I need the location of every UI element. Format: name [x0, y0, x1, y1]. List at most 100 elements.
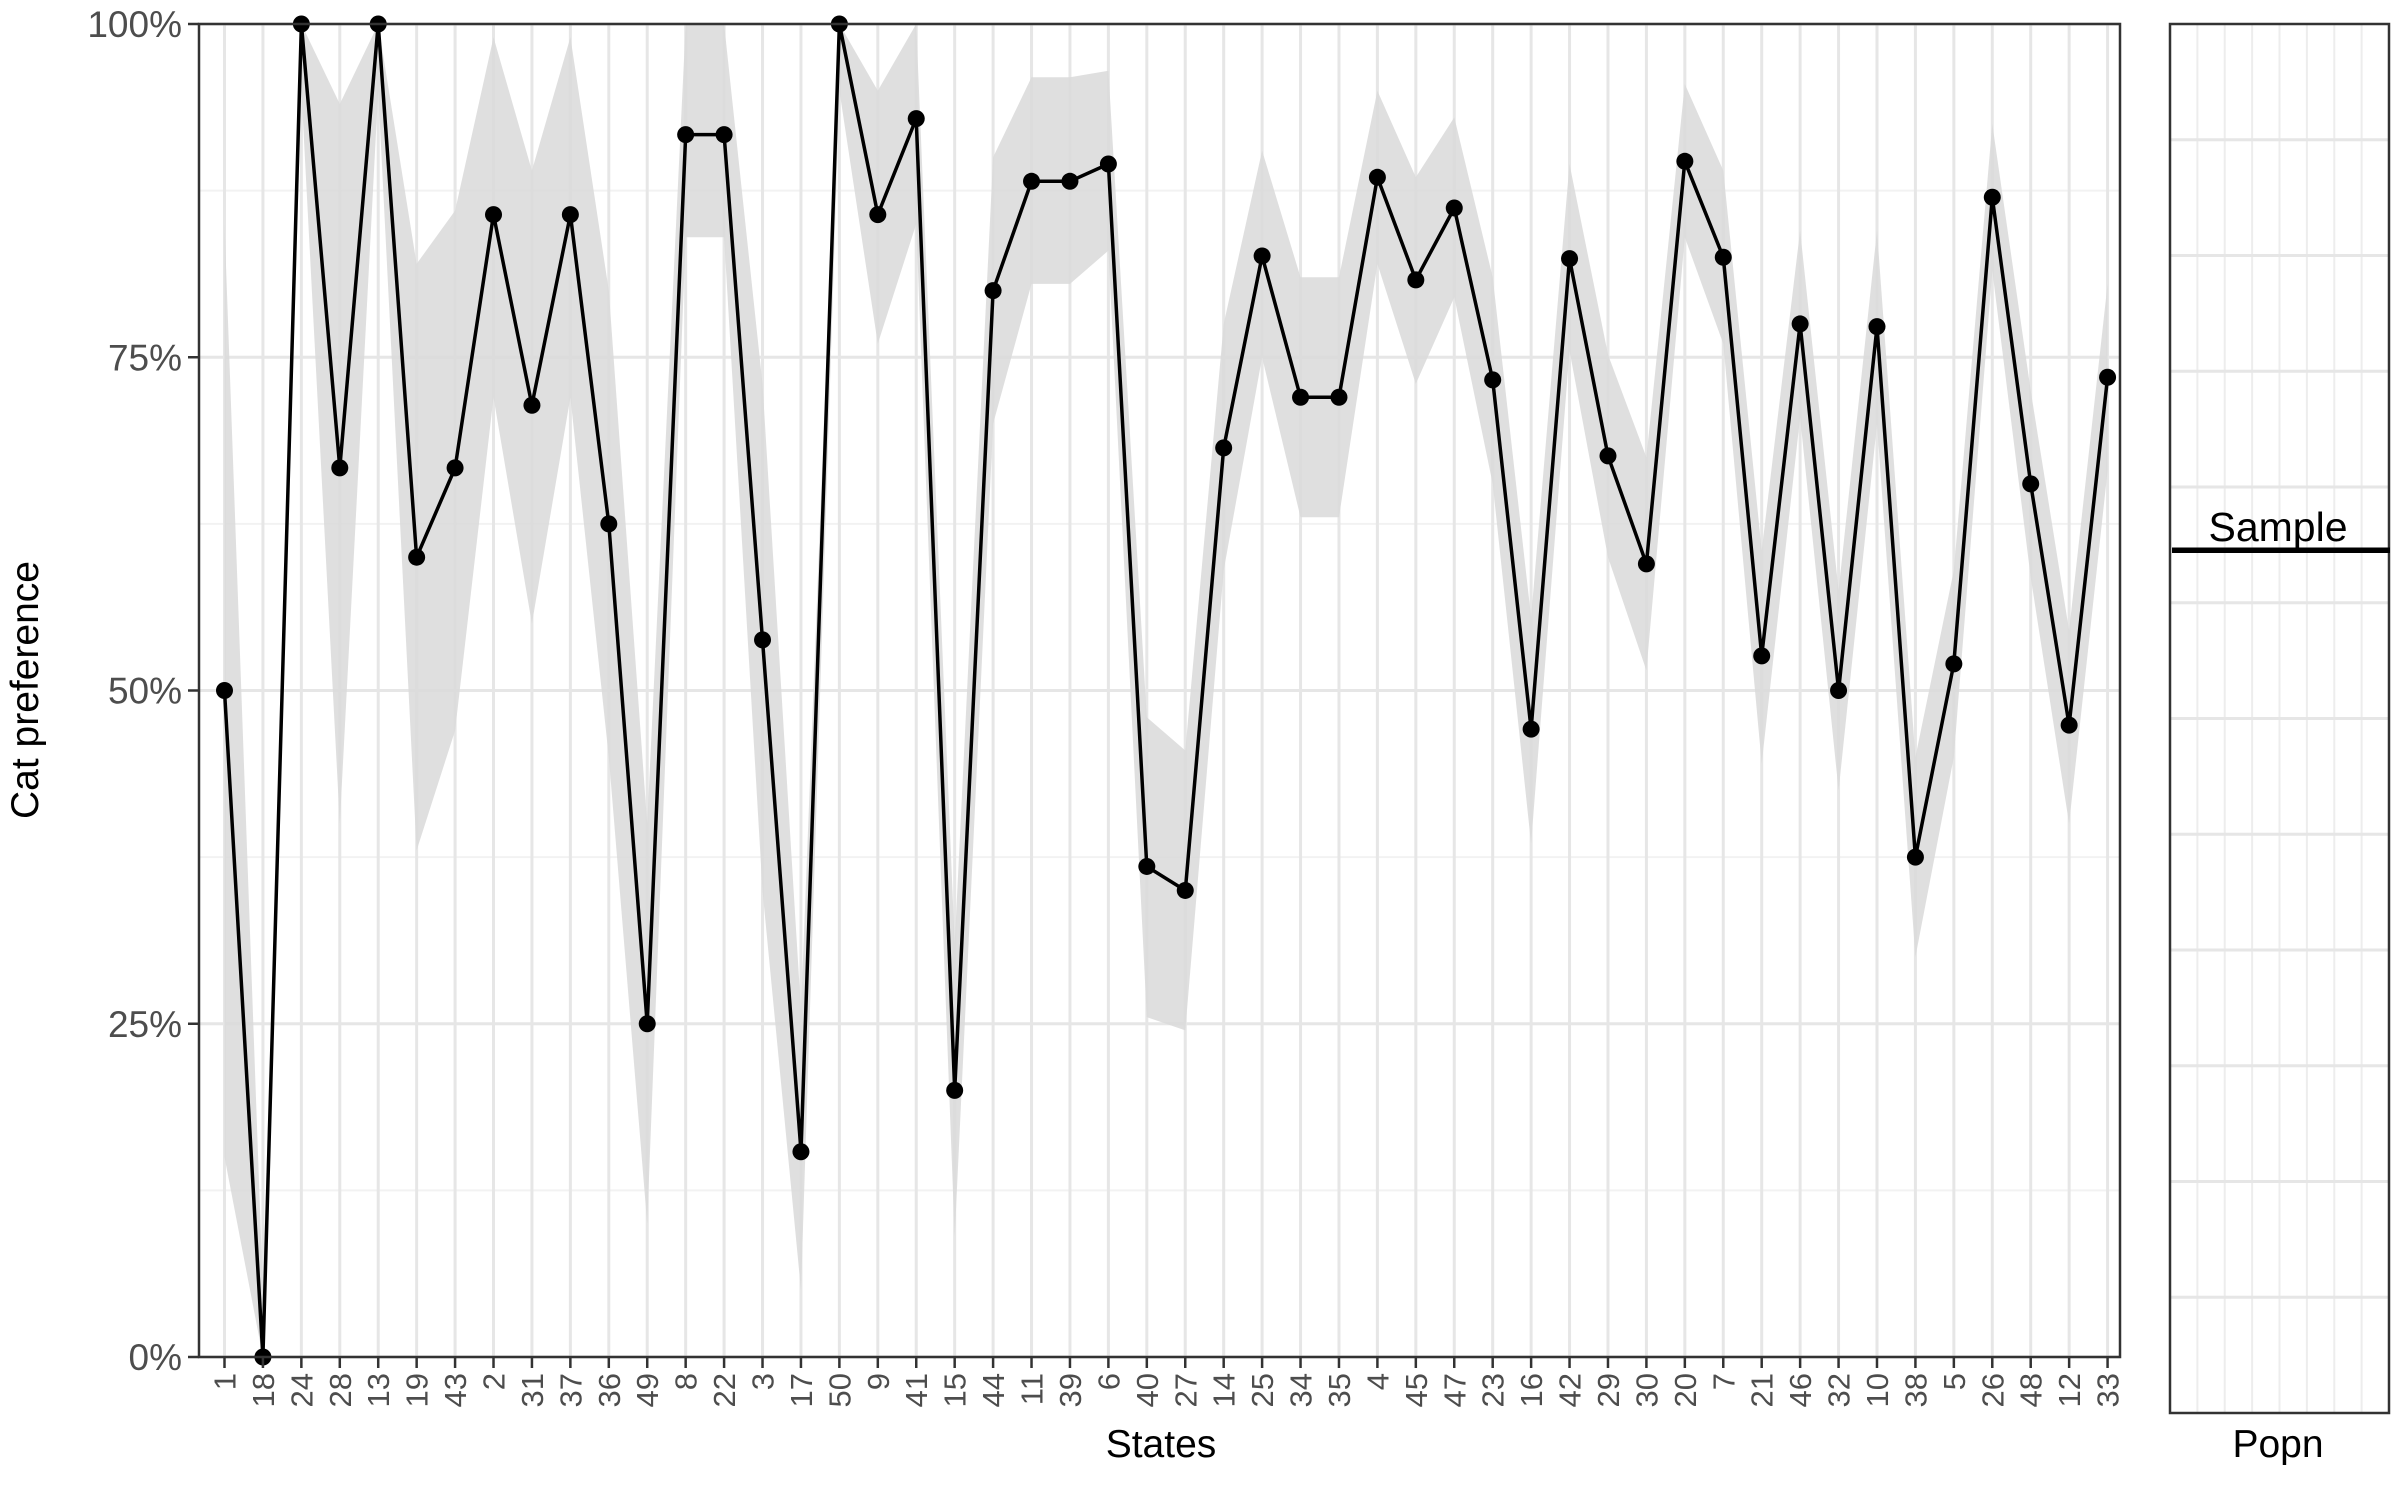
data-point-state-45 — [1407, 271, 1425, 289]
data-point-state-41 — [907, 110, 925, 128]
data-point-state-46 — [1791, 315, 1809, 333]
x-tick-label-state-47: 47 — [1437, 1373, 1472, 1407]
sample-label: Sample — [2208, 504, 2347, 550]
data-point-state-43 — [446, 459, 464, 477]
x-tick-label-state-20: 20 — [1668, 1373, 1703, 1407]
x-tick-label-state-23: 23 — [1476, 1373, 1511, 1407]
x-tick-label-state-17: 17 — [784, 1373, 819, 1407]
data-point-state-40 — [1138, 857, 1156, 875]
data-point-state-12 — [2060, 716, 2078, 734]
data-point-state-44 — [984, 282, 1002, 300]
x-tick-label-state-44: 44 — [976, 1373, 1011, 1407]
main-plot-panel: 0%25%50%75%100%1 18 24 28 13 19 43 2 31 37 36 49 8 22… — [87, 4, 2125, 1407]
data-point-state-35 — [1330, 388, 1348, 406]
data-point-state-10 — [1868, 318, 1886, 336]
x-tick-label-state-37: 37 — [553, 1373, 588, 1407]
x-axis-title: States — [1106, 1423, 1217, 1466]
data-point-state-2 — [485, 206, 503, 224]
data-point-state-42 — [1561, 250, 1579, 268]
x-tick-label-state-16: 16 — [1514, 1373, 1549, 1407]
data-point-state-11 — [1023, 172, 1041, 190]
x-tick-label-state-29: 29 — [1591, 1373, 1626, 1407]
data-point-state-22 — [715, 126, 733, 144]
data-point-state-17 — [792, 1143, 810, 1161]
y-tick-label: 0% — [129, 1337, 182, 1378]
x-tick-label-state-49: 49 — [630, 1373, 665, 1407]
x-tick-label-state-1: 1 — [208, 1373, 243, 1390]
x-tick-label-state-8: 8 — [669, 1373, 704, 1390]
side-panel-x-title: Popn — [2232, 1423, 2323, 1466]
data-point-state-21 — [1753, 647, 1771, 665]
y-tick-label: 100% — [87, 4, 182, 45]
x-tick-label-state-12: 12 — [2052, 1373, 2087, 1407]
data-point-state-48 — [2022, 475, 2040, 493]
x-tick-label-state-43: 43 — [438, 1373, 473, 1407]
data-point-state-25 — [1253, 247, 1271, 265]
data-point-state-28 — [331, 459, 349, 477]
y-tick-label: 50% — [108, 671, 182, 712]
x-tick-label-state-35: 35 — [1322, 1373, 1357, 1407]
x-tick-label-state-4: 4 — [1360, 1373, 1395, 1390]
x-tick-label-state-32: 32 — [1822, 1373, 1857, 1407]
x-tick-label-state-38: 38 — [1898, 1373, 1933, 1407]
data-point-state-19 — [408, 548, 426, 566]
series-line — [222, 22, 2110, 1359]
x-tick-label-state-14: 14 — [1207, 1373, 1242, 1407]
x-tick-label-state-5: 5 — [1937, 1373, 1972, 1390]
x-tick-label-state-48: 48 — [2014, 1373, 2049, 1407]
x-tick-label-state-7: 7 — [1706, 1373, 1741, 1390]
x-tick-label-state-19: 19 — [400, 1373, 435, 1407]
data-point-state-47 — [1445, 199, 1463, 217]
x-tick-label-state-27: 27 — [1168, 1373, 1203, 1407]
data-point-state-38 — [1906, 848, 1924, 866]
x-tick-label-state-50: 50 — [822, 1373, 857, 1407]
x-tick-label-state-28: 28 — [323, 1373, 358, 1407]
x-tick-label-state-34: 34 — [1284, 1373, 1319, 1407]
data-point-state-6 — [1099, 155, 1117, 173]
x-tick-label-state-9: 9 — [861, 1373, 896, 1390]
data-point-state-15 — [946, 1081, 964, 1099]
data-point-state-5 — [1945, 655, 1963, 673]
x-tick-label-state-39: 39 — [1053, 1373, 1088, 1407]
data-point-state-4 — [1368, 168, 1386, 186]
data-point-state-9 — [869, 206, 887, 224]
y-tick-label: 25% — [108, 1004, 182, 1045]
x-tick-label-state-41: 41 — [899, 1373, 934, 1407]
data-point-state-16 — [1522, 720, 1540, 738]
x-tick-label-state-40: 40 — [1130, 1373, 1165, 1407]
data-point-state-49 — [638, 1015, 656, 1033]
x-tick-label-state-18: 18 — [246, 1373, 281, 1407]
x-tick-label-state-13: 13 — [361, 1373, 396, 1407]
x-tick-label-state-30: 30 — [1629, 1373, 1664, 1407]
x-tick-label-state-25: 25 — [1245, 1373, 1280, 1407]
x-tick-label-state-3: 3 — [746, 1373, 781, 1390]
side-panel-border — [2168, 22, 2391, 1415]
data-point-state-32 — [1830, 682, 1848, 699]
data-point-state-29 — [1599, 447, 1617, 465]
data-point-state-3 — [754, 631, 772, 649]
x-tick-label-state-15: 15 — [938, 1373, 973, 1407]
data-point-state-26 — [1983, 188, 2001, 206]
data-point-state-27 — [1176, 881, 1194, 899]
data-point-state-36 — [600, 515, 618, 533]
data-point-state-7 — [1714, 248, 1732, 266]
x-tick-label-state-36: 36 — [592, 1373, 627, 1407]
x-tick-label-state-45: 45 — [1399, 1373, 1434, 1407]
x-tick-label-state-24: 24 — [284, 1373, 319, 1407]
x-tick-label-state-6: 6 — [1091, 1373, 1126, 1390]
data-point-state-37 — [561, 206, 579, 224]
data-point-state-31 — [523, 396, 541, 414]
x-tick-label-state-11: 11 — [1015, 1373, 1050, 1405]
x-tick-label-state-31: 31 — [515, 1373, 550, 1407]
x-tick-label-state-42: 42 — [1553, 1373, 1588, 1407]
data-point-state-30 — [1637, 555, 1655, 573]
data-point-state-23 — [1484, 371, 1502, 389]
x-tick-label-state-2: 2 — [477, 1373, 512, 1390]
y-tick-label: 75% — [108, 337, 182, 378]
data-point-state-1 — [216, 682, 233, 699]
data-point-state-14 — [1215, 439, 1233, 457]
data-point-state-33 — [2099, 368, 2117, 386]
data-point-state-8 — [677, 126, 695, 144]
